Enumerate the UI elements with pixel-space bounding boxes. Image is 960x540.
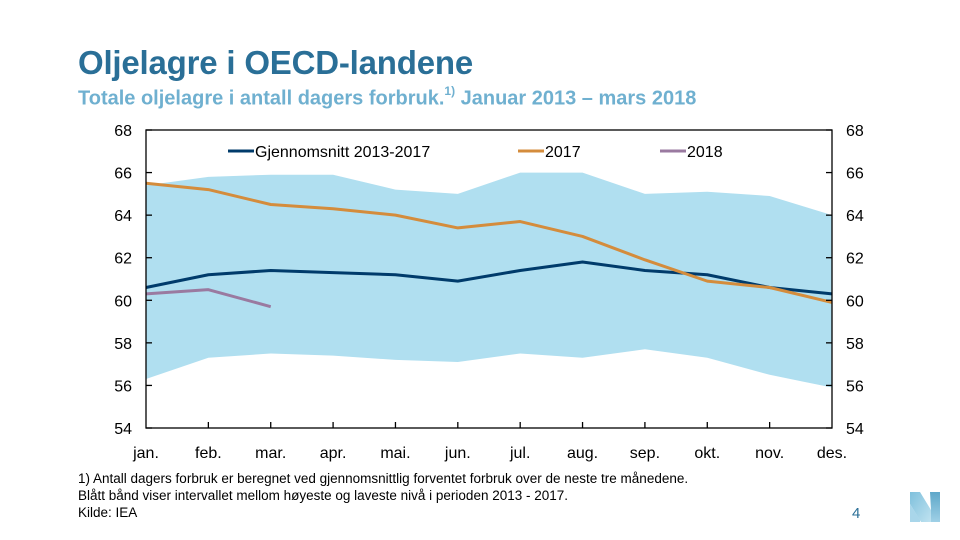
x-tick-label: jul. (509, 445, 530, 462)
y-tick-label-right: 60 (846, 293, 864, 310)
y-tick-label-right: 66 (846, 166, 864, 183)
legend-average-label: Gjennomsnitt 2013-2017 (255, 144, 430, 161)
y-tick-label-left: 58 (114, 336, 132, 353)
range-band (146, 172, 832, 388)
y-tick-label-left: 62 (114, 251, 132, 268)
series-layer (145, 181, 833, 309)
plot-frame (145, 129, 833, 429)
footnote-source: Kilde: IEA (78, 505, 138, 520)
footnote-band-explanation: Blått bånd viser intervallet mellom høye… (78, 488, 569, 503)
y-tick-label-left: 56 (114, 378, 132, 395)
x-tick-label: des. (817, 445, 847, 462)
y-tick-label-left: 66 (114, 166, 132, 183)
subtitle-main: Totale oljelagre i antall dagers forbruk… (78, 87, 445, 110)
x-tick-label: sep. (630, 445, 660, 462)
axes-layer: 54 54 56 56 58 58 60 60 62 62 64 64 66 66 68 68 jan. feb.… (114, 123, 864, 462)
legend-2018-label: 2018 (687, 144, 723, 161)
y-tick-label-right: 54 (846, 421, 864, 438)
y-tick-label-left: 64 (114, 208, 132, 225)
y-tick-label-left: 68 (114, 123, 132, 140)
subtitle-footnote-ref: 1) (444, 84, 456, 98)
x-tick-label: jan. (132, 445, 159, 462)
x-tick-label: apr. (320, 445, 347, 462)
y-tick-label-right: 62 (846, 251, 864, 268)
y-tick-label-left: 60 (114, 293, 132, 310)
line-2017 (145, 181, 833, 304)
slide-title: Oljelagre i OECD-landene (78, 44, 473, 81)
x-tick-label: feb. (195, 445, 222, 462)
footnotes: 1) Antall dagers forbruk er beregnet ved… (78, 470, 688, 521)
footnote-1: 1) Antall dagers forbruk er beregnet ved… (78, 471, 689, 486)
slide-subtitle: Totale oljelagre i antall dagers forbruk… (78, 84, 697, 111)
x-tick-label: okt. (694, 445, 720, 462)
legend: Gjennomsnitt 2013-2017 2017 2018 (228, 144, 723, 161)
norges-bank-logo-icon (910, 492, 940, 522)
legend-2017-label: 2017 (545, 144, 581, 161)
y-tick-label-right: 56 (846, 378, 864, 395)
x-tick-label: mai. (380, 445, 410, 462)
x-tick-label: nov. (755, 445, 784, 462)
subtitle-period: Januar 2013 – mars 2018 (455, 87, 697, 110)
page-number: 4 (852, 505, 861, 522)
y-tick-label-left: 54 (114, 421, 132, 438)
x-tick-label: aug. (567, 445, 598, 462)
x-tick-label: mar. (255, 445, 286, 462)
x-tick-label: jun. (444, 445, 471, 462)
y-tick-label-right: 64 (846, 208, 864, 225)
y-tick-label-right: 68 (846, 123, 864, 140)
band-layer (146, 172, 832, 388)
y-tick-label-right: 58 (846, 336, 864, 353)
average-line (145, 260, 833, 296)
